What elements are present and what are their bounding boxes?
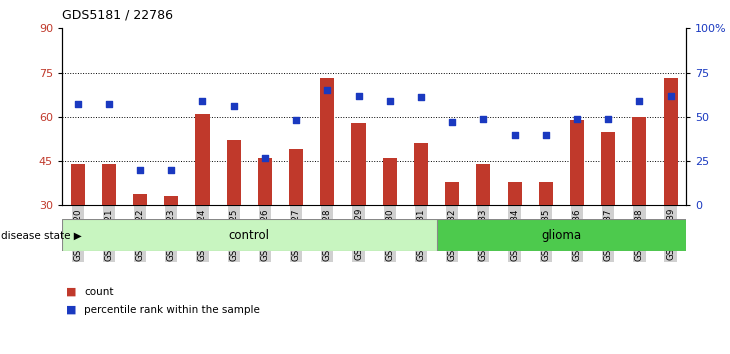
Point <box>540 132 552 137</box>
Point <box>415 95 427 100</box>
Point <box>477 116 489 121</box>
Bar <box>539 182 553 205</box>
Point <box>259 155 271 160</box>
Bar <box>602 132 615 205</box>
Text: ■: ■ <box>66 305 76 315</box>
Point <box>166 167 177 173</box>
Point <box>602 116 614 121</box>
Bar <box>196 114 210 205</box>
Bar <box>664 79 677 205</box>
Bar <box>102 164 116 205</box>
Point <box>665 93 677 98</box>
Bar <box>62 219 437 251</box>
Point <box>446 119 458 125</box>
Bar <box>352 123 366 205</box>
Point <box>353 93 364 98</box>
Bar <box>227 141 241 205</box>
Bar <box>570 120 584 205</box>
Text: glioma: glioma <box>542 229 581 242</box>
Text: count: count <box>84 287 113 297</box>
Bar <box>632 117 646 205</box>
Point <box>134 167 146 173</box>
Text: percentile rank within the sample: percentile rank within the sample <box>84 305 260 315</box>
Point <box>196 98 208 104</box>
Point <box>634 98 645 104</box>
Bar <box>414 143 428 205</box>
Text: disease state ▶: disease state ▶ <box>1 230 82 240</box>
Bar <box>133 194 147 205</box>
Bar <box>289 149 303 205</box>
Bar <box>507 182 521 205</box>
Bar <box>477 164 491 205</box>
Point <box>321 87 333 93</box>
Point <box>509 132 520 137</box>
Text: control: control <box>228 229 270 242</box>
Text: GDS5181 / 22786: GDS5181 / 22786 <box>62 9 173 22</box>
Bar <box>71 164 85 205</box>
Bar <box>445 182 459 205</box>
Point <box>228 103 239 109</box>
Point <box>571 116 583 121</box>
Point <box>72 102 83 107</box>
Bar <box>437 219 686 251</box>
Point <box>291 118 302 123</box>
Bar <box>164 196 178 205</box>
Bar <box>320 79 334 205</box>
Bar <box>258 158 272 205</box>
Point <box>384 98 396 104</box>
Text: ■: ■ <box>66 287 76 297</box>
Point <box>103 102 115 107</box>
Bar <box>383 158 396 205</box>
